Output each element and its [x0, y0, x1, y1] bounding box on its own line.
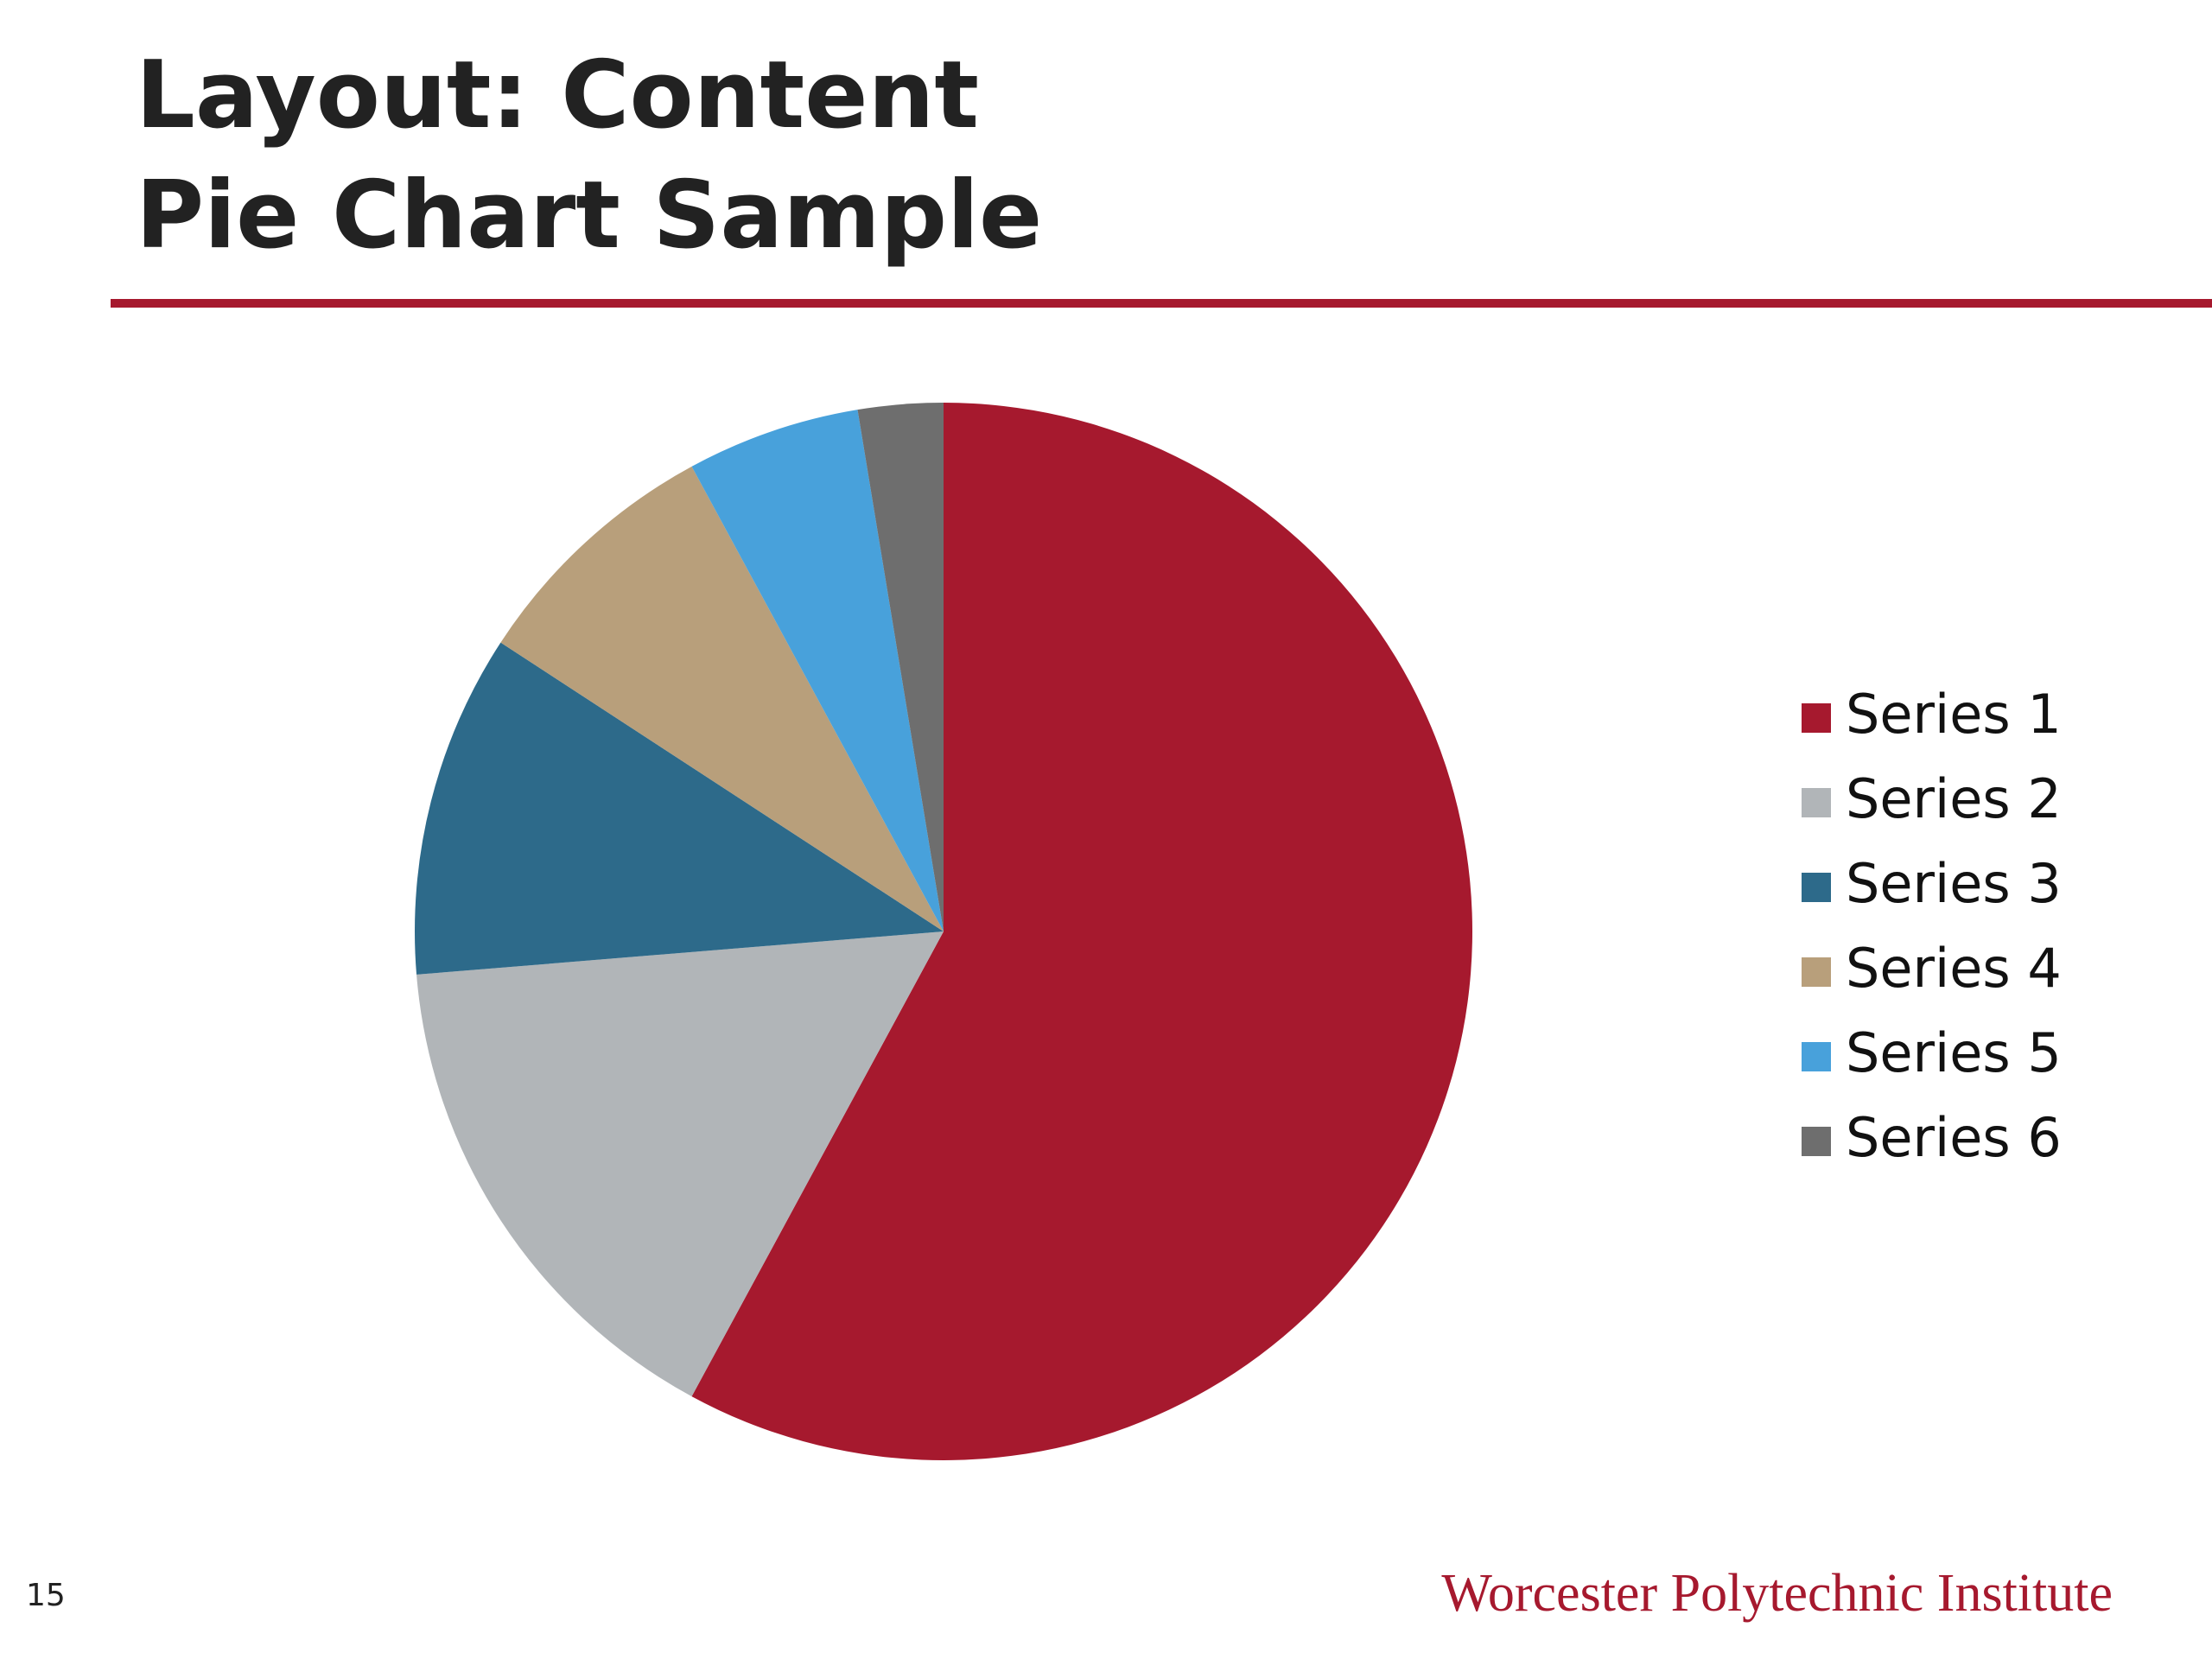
legend-label: Series 2	[1846, 767, 2062, 830]
legend-label: Series 3	[1846, 852, 2062, 915]
legend-swatch	[1802, 788, 1831, 817]
slide-title: Pie Chart Sample	[136, 162, 1042, 270]
legend-swatch	[1802, 1042, 1831, 1071]
legend-label: Series 4	[1846, 937, 2062, 1000]
footer: Worcester Polytechnic Institute	[1441, 1564, 2113, 1623]
slide-title: Layout: Content	[136, 41, 979, 149]
pie-slice	[691, 403, 1473, 1460]
pie-slice	[691, 410, 944, 931]
legend-swatch	[1802, 703, 1831, 733]
divider	[111, 299, 2212, 308]
pie-slice	[416, 931, 944, 1397]
page-number: 15	[26, 1578, 66, 1613]
legend-label: Series 5	[1846, 1021, 2062, 1084]
legend-swatch	[1802, 957, 1831, 987]
pie-chart	[415, 403, 1473, 1460]
legend-label: Series 6	[1846, 1106, 2062, 1169]
pie-slice	[500, 466, 944, 931]
legend-swatch	[1802, 873, 1831, 902]
legend-label: Series 1	[1846, 683, 2062, 746]
legend-swatch	[1802, 1127, 1831, 1156]
pie-slice	[415, 642, 944, 975]
legend: Series 1 Series 2 Series 3 Series 4 Series 5…	[1802, 683, 2062, 1169]
pie-slice	[857, 403, 944, 931]
